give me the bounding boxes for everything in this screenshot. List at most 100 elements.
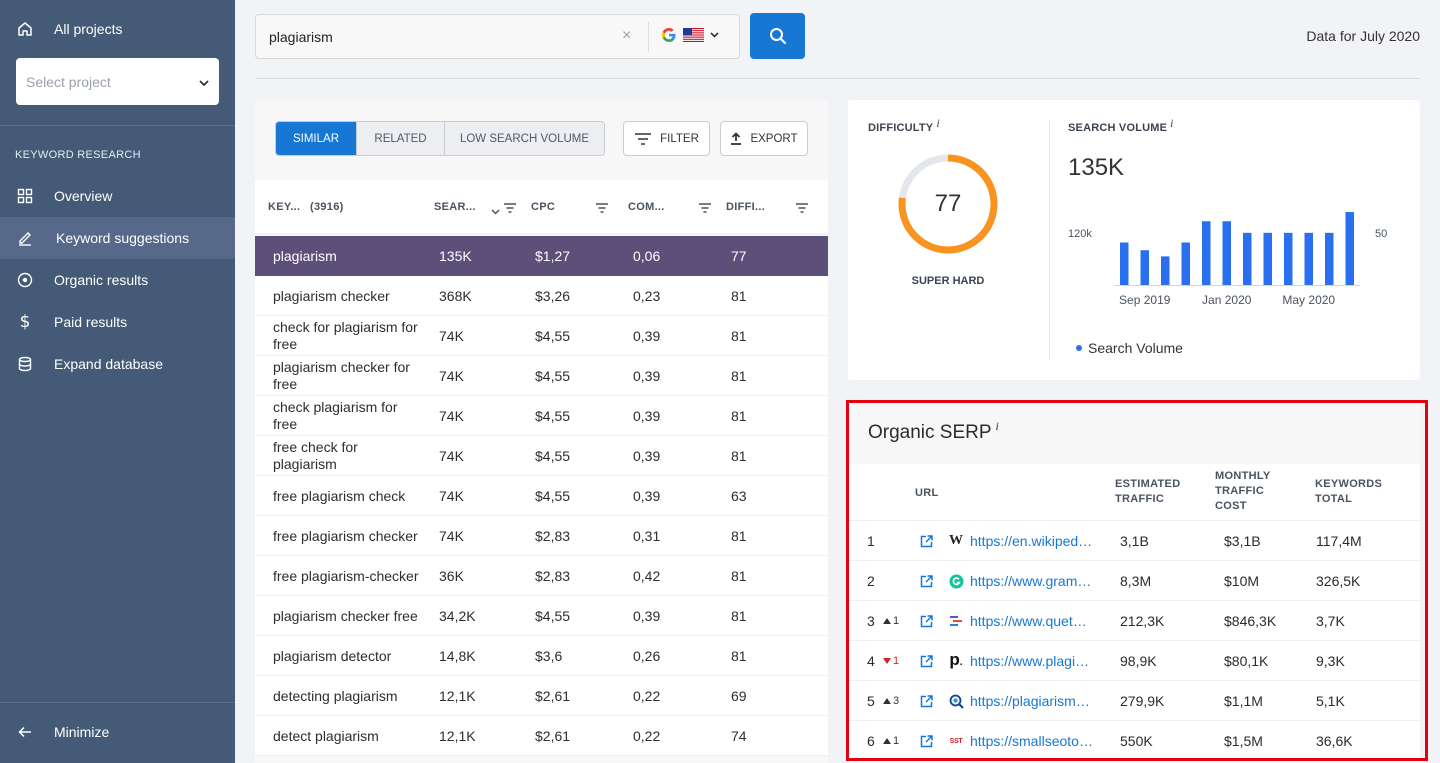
bar-jun-2020[interactable] [1325,232,1334,285]
external-link-icon[interactable] [920,561,933,601]
database-icon [16,355,34,373]
arrow-left-icon [16,723,34,741]
difficulty-cell: 81 [731,528,747,544]
sidebar-item-keyword-suggestions[interactable]: Keyword suggestions [0,217,235,259]
keywords-total-cell: 326,5K [1316,573,1361,589]
col-keyword[interactable]: KEY... [268,201,301,213]
info-icon[interactable]: i [936,116,940,130]
keyword-metrics-card: DIFFICULTY i 77 SUPER HARD SEARCH VOLUME i… [848,100,1420,380]
external-link-icon[interactable] [920,721,933,761]
rank-cell: 4 [867,653,875,669]
bar-jul-2020[interactable] [1345,212,1355,285]
external-link-icon[interactable] [920,521,933,561]
keyword-cell: detecting plagiarism [273,687,398,704]
table-row[interactable]: plagiarism checker free 34,2K $4,55 0,39 81 [255,596,828,636]
bar-oct-2019[interactable] [1161,256,1170,285]
bar-mar-2020[interactable] [1263,232,1273,285]
filter-icon[interactable] [796,200,808,218]
smallseotools-icon: SST [949,737,963,745]
table-row[interactable]: free plagiarism check 74K $4,55 0,39 63 [255,476,828,516]
search-volume-cell: 74K [439,528,464,544]
table-row[interactable]: free plagiarism-checker 36K $2,83 0,42 81 [255,556,828,596]
bar-dec-2019[interactable] [1202,221,1211,285]
rank-change: 1 [883,721,899,761]
target-icon [16,271,34,289]
search-volume-cell: 74K [439,488,464,504]
sort-desc-icon[interactable] [491,202,500,220]
external-link-icon[interactable] [920,601,933,641]
minimize-button[interactable]: Minimize [0,711,235,753]
url-link[interactable]: https://en.wikipedia.org/wiki/Plagiarism [970,533,1094,549]
table-row[interactable]: plagiarism 135K $1,27 0,06 77 [255,236,828,276]
table-row[interactable]: plagiarism checker for free 74K $4,55 0,39 8… [255,356,828,396]
table-row[interactable]: check for plagiarism for free 74K $4,55 0,3… [255,316,828,356]
tab-similar[interactable]: SIMILAR [276,122,357,155]
sidebar-item-paid-results[interactable]: $ Paid results [0,301,235,343]
col-difficulty[interactable]: DIFFI... [726,201,766,213]
url-link[interactable]: https://www.grammarly.com/plagiarism-che… [970,573,1094,589]
table-row[interactable]: free check for plagiarism 74K $4,55 0,39 81 [255,436,828,476]
external-link-icon[interactable] [920,681,933,721]
filter-icon[interactable] [504,200,516,218]
difficulty-cell: 81 [731,368,747,384]
cpc-cell: $2,61 [535,688,571,704]
export-button[interactable]: EXPORT [720,121,808,156]
keyword-cell: plagiarism checker free [273,607,418,624]
table-row[interactable]: detecting plagiarism 12,1K $2,61 0,22 69 [255,676,828,716]
url-link[interactable]: https://smallseotools.com/plagiarism-che… [970,733,1094,749]
tab-related[interactable]: RELATED [357,122,445,155]
col-url: URL [915,487,939,499]
filter-button[interactable]: FILTER [623,121,710,156]
table-row[interactable]: check plagiarism for free 74K $4,55 0,39 81 [255,396,828,436]
search-engine-select[interactable] [661,27,719,43]
keyword-cell: check plagiarism for free [273,399,398,432]
rank-change-value: 3 [893,695,900,707]
filter-icon[interactable] [596,200,608,218]
cpc-cell: $4,55 [535,448,571,464]
col-cpc[interactable]: CPC [531,201,556,213]
sidebar-item-overview[interactable]: Overview [0,175,235,217]
competition-cell: 0,39 [633,448,661,464]
competition-cell: 0,26 [633,648,661,664]
project-select[interactable]: Select project [16,58,219,105]
serp-row: 2 https://www.grammarly.com/plagiarism-ch… [848,561,1420,601]
bar-apr-2020[interactable] [1284,232,1293,285]
search-volume-label: SEARCH VOLUME i [1068,116,1174,134]
col-competition[interactable]: COM... [628,201,665,213]
external-link-icon[interactable] [920,641,933,681]
y-tick-label: 120k [1068,228,1092,240]
bar-aug-2019[interactable] [1120,242,1129,286]
bar-jan-2020[interactable] [1222,221,1232,285]
table-row[interactable]: detect plagiarism 12,1K $2,61 0,22 74 [255,716,828,756]
table-row[interactable]: plagiarism checker 368K $3,26 0,23 81 [255,276,828,316]
main-content: plagiarism × [235,0,1440,763]
rank-change: 3 [883,681,899,721]
x-tick-label: Jan 2020 [1202,293,1252,307]
search-button[interactable] [750,13,805,59]
bar-nov-2019[interactable] [1181,242,1191,286]
organic-serp-card: Organic SERP i URL ESTIMATED TRAFFIC MONTH… [848,402,1420,763]
keyword-cell: plagiarism checker [273,287,390,304]
search-volume-cell: 135K [439,248,472,264]
all-projects-link[interactable]: All projects [0,8,235,50]
sidebar-item-expand-database[interactable]: Expand database [0,343,235,385]
bar-may-2020[interactable] [1304,232,1314,285]
url-link[interactable]: https://www.plagiarism.org/ [970,653,1094,669]
bar-sep-2019[interactable] [1140,250,1150,285]
table-row[interactable]: plagiarism detector 14,8K $3,6 0,26 81 [255,636,828,676]
sidebar-item-organic-results[interactable]: Organic results [0,259,235,301]
filter-icon[interactable] [699,200,711,218]
competition-cell: 0,39 [633,408,661,424]
bar-feb-2020[interactable] [1243,232,1252,285]
col-search-volume[interactable]: SEAR... [434,201,476,213]
table-row[interactable]: free plagiarism checker 74K $2,83 0,31 81 [255,516,828,556]
search-input[interactable]: plagiarism [269,29,333,45]
clear-icon[interactable]: × [622,27,632,44]
tab-low-search-volume[interactable]: LOW SEARCH VOLUME [459,132,590,145]
legend-label: Search Volume [1088,340,1183,356]
url-link[interactable]: https://www.quetext.com/ [970,613,1094,629]
info-icon[interactable]: i [995,419,999,433]
export-label: EXPORT [750,132,798,145]
info-icon[interactable]: i [1170,116,1174,130]
